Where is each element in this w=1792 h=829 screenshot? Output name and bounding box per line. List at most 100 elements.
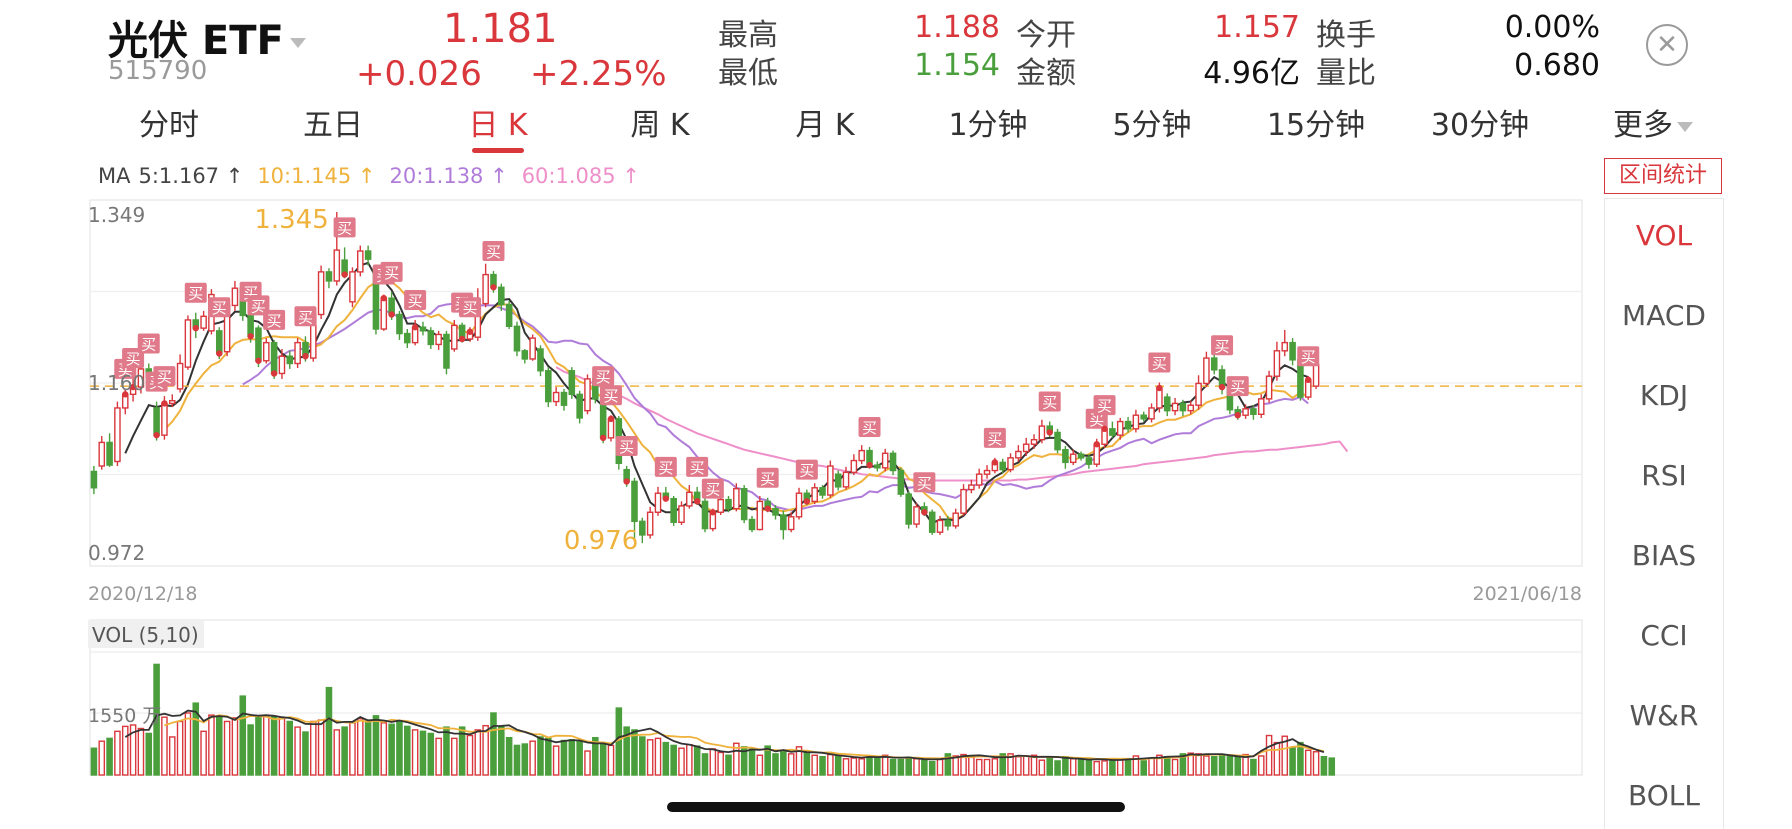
tab-monthly-k[interactable]: 月 K xyxy=(795,108,855,143)
volume-label-bg xyxy=(88,620,204,648)
volume-bar-down xyxy=(834,755,842,776)
volume-bar-down xyxy=(427,732,435,776)
buy-marker-dot xyxy=(388,311,395,318)
volume-bar-down xyxy=(897,758,905,776)
volume-bar-down xyxy=(302,731,309,776)
tab-intraday[interactable]: 分时 xyxy=(139,108,199,143)
buy-marker xyxy=(615,436,638,457)
buy-marker-dot xyxy=(1156,384,1163,392)
volume-bar-up xyxy=(584,750,591,776)
candle-up xyxy=(1203,357,1210,385)
turnover-value: 0.00% xyxy=(1504,10,1600,45)
volume-bar-up xyxy=(1242,753,1249,776)
volume-bar-down xyxy=(513,744,521,776)
volume-bar-up xyxy=(733,742,740,776)
candle-up xyxy=(333,249,341,282)
low-value: 1.154 xyxy=(914,48,1000,83)
range-stats-button[interactable]: 区间统计 xyxy=(1604,158,1722,194)
ma5-line xyxy=(124,261,1309,525)
candle-down xyxy=(443,333,450,369)
candle-up xyxy=(1265,375,1273,400)
fund-name[interactable]: 光伏 ETF xyxy=(108,8,306,66)
volume-bar-down xyxy=(568,739,576,776)
volume-ma-lines xyxy=(124,709,1325,761)
x-axis-start-date: 2020/12/18 xyxy=(88,583,198,605)
buy-marker-label: 买 xyxy=(1230,378,1245,396)
buy-marker-dot xyxy=(1046,429,1053,436)
candle-up xyxy=(161,402,168,436)
tab-5min[interactable]: 5分钟 xyxy=(1112,108,1192,143)
tab-more[interactable]: 更多 xyxy=(1613,100,1693,144)
indicator-bias[interactable]: BIAS xyxy=(1631,539,1697,572)
candle-down xyxy=(513,325,521,352)
tab-daily-k[interactable]: 日 K xyxy=(468,108,528,143)
buy-marker-label: 买 xyxy=(1301,348,1316,366)
candle-down xyxy=(255,327,262,362)
candle-up xyxy=(811,487,818,503)
candle-up xyxy=(983,469,991,475)
volume-bar-up xyxy=(380,722,388,776)
tab-1min[interactable]: 1分钟 xyxy=(948,108,1028,143)
buy-marker-label: 买 xyxy=(384,264,399,282)
candle-down xyxy=(1085,457,1093,465)
volume-bar-up xyxy=(529,740,536,776)
indicator-macd[interactable]: MACD xyxy=(1622,299,1706,332)
volume-bar-down xyxy=(192,702,200,776)
volume-bar-up xyxy=(349,722,356,776)
volume-bar-up xyxy=(1007,753,1014,776)
candle-down xyxy=(325,271,333,282)
buy-marker-dot xyxy=(490,284,497,291)
buy-marker xyxy=(208,297,231,318)
candle-down xyxy=(772,507,779,516)
volume-bar-down xyxy=(1163,755,1171,776)
buy-marker-dot xyxy=(764,505,771,512)
dropdown-caret-icon[interactable] xyxy=(289,38,306,48)
volume-bar-up xyxy=(787,753,795,776)
candle-up xyxy=(756,500,764,531)
indicator-vol[interactable]: VOL xyxy=(1635,219,1693,252)
candle-up xyxy=(1273,350,1281,377)
tab-weekly-k[interactable]: 周 K xyxy=(630,108,690,143)
tab-15min[interactable]: 15分钟 xyxy=(1266,108,1366,143)
candle-down xyxy=(889,452,897,472)
kline-chart[interactable]: 买买买买买买买买买买买买买买买买买买买买买买买买买买买买买买买买买买买买 1.3… xyxy=(0,0,1600,800)
buy-marker-dot xyxy=(693,498,701,505)
buy-marker-dot xyxy=(599,434,607,442)
tab-30min[interactable]: 30分钟 xyxy=(1430,108,1530,143)
volume-bar-up xyxy=(1069,758,1077,776)
volume-bar-down xyxy=(670,744,677,776)
indicator-cci[interactable]: CCI xyxy=(1640,619,1688,652)
volume-bar-down xyxy=(576,739,583,776)
candle-down xyxy=(1140,414,1148,420)
candle-up xyxy=(584,378,591,412)
buy-marker xyxy=(858,416,881,437)
buy-marker-label: 买 xyxy=(486,243,501,261)
indicator-wr[interactable]: W&R xyxy=(1629,699,1699,732)
candle-up xyxy=(1257,398,1265,415)
ma60-legend: 60:1.085 ↑ xyxy=(521,164,640,188)
open-value: 1.157 xyxy=(1214,10,1300,45)
buy-marker xyxy=(795,459,818,480)
volume-bar-down xyxy=(623,726,630,776)
ma5-path xyxy=(124,261,1309,525)
volume-bar-down xyxy=(1085,757,1093,776)
buy-marker-dot xyxy=(255,357,262,364)
indicator-boll[interactable]: BOLL xyxy=(1628,779,1700,812)
close-icon[interactable]: ✕ xyxy=(1646,24,1688,66)
tab-five-day[interactable]: 五日 xyxy=(303,108,363,143)
candle-down xyxy=(631,480,638,523)
buy-marker-label: 买 xyxy=(987,430,1002,448)
volume-bar-down xyxy=(819,755,826,776)
candle-up xyxy=(936,519,944,533)
indicator-rsi[interactable]: RSI xyxy=(1641,459,1687,492)
volume-ratio-label: 量比 xyxy=(1316,56,1376,91)
indicator-kdj[interactable]: KDJ xyxy=(1639,379,1689,412)
buy-marker-label: 买 xyxy=(862,419,877,437)
candle-down xyxy=(364,250,372,260)
candle-up xyxy=(1030,438,1038,445)
ma20-legend: 20:1.138 ↑ xyxy=(389,164,508,188)
volume-bar-down xyxy=(662,741,670,776)
buy-marker xyxy=(380,261,403,282)
buy-marker xyxy=(137,333,160,354)
volume-bar-down xyxy=(780,751,787,776)
